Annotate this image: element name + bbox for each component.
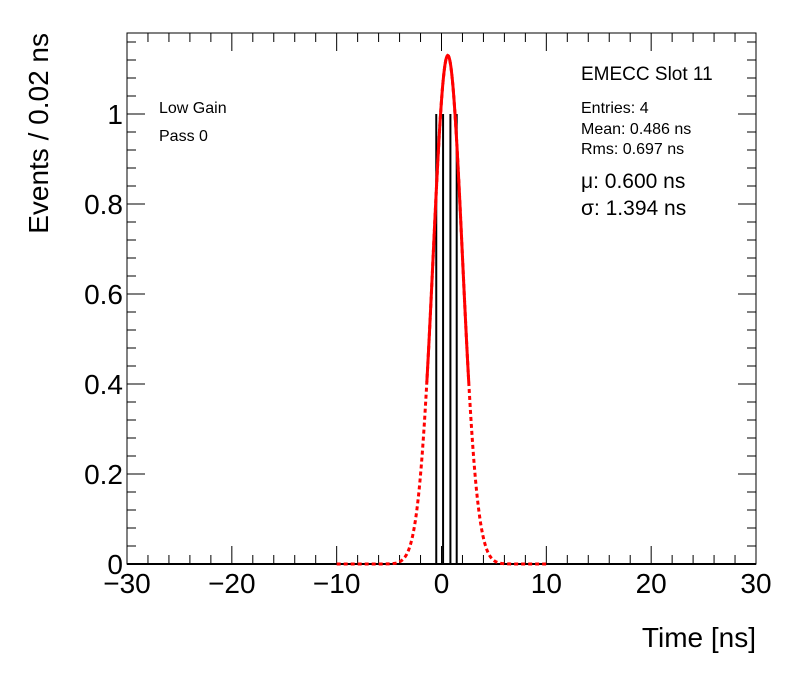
stats-entries: Entries: 4 bbox=[581, 100, 649, 117]
fit-curve-extrapolated bbox=[336, 53, 547, 566]
fit-curve-fitted-range bbox=[425, 53, 471, 383]
fit-sigma-label: σ: 1.394 ns bbox=[581, 197, 686, 220]
y-tick-label: 0.6 bbox=[84, 279, 123, 310]
y-tick-labels: 0 0.2 0.4 0.6 0.8 1 bbox=[84, 99, 123, 580]
stats-mean: Mean: 0.486 ns bbox=[581, 121, 691, 138]
y-tick-label: 0.4 bbox=[84, 369, 123, 400]
x-tick-label: −10 bbox=[313, 568, 361, 599]
y-tick-label: 1 bbox=[107, 99, 123, 130]
x-tick-label: 10 bbox=[531, 568, 562, 599]
x-axis-ticks bbox=[126, 33, 757, 564]
fit-curve bbox=[336, 53, 547, 566]
x-tick-label: −30 bbox=[103, 568, 151, 599]
annotation-low-gain: Low Gain bbox=[159, 100, 227, 117]
y-tick-label: 0 bbox=[107, 549, 123, 580]
x-tick-label: 20 bbox=[636, 568, 667, 599]
fit-mu-label: μ: 0.600 ns bbox=[581, 170, 685, 193]
annotation-pass: Pass 0 bbox=[159, 128, 208, 145]
x-tick-label: 30 bbox=[740, 568, 771, 599]
y-tick-label: 0.8 bbox=[84, 189, 123, 220]
chart-title: EMECC Slot 11 bbox=[581, 64, 713, 85]
y-tick-label: 0.2 bbox=[84, 459, 123, 490]
histogram-bars bbox=[127, 114, 756, 565]
x-tick-labels: −30 −20 −10 0 10 20 30 bbox=[103, 568, 771, 599]
y-axis-label: Events / 0.02 ns bbox=[23, 33, 54, 234]
stats-rms: Rms: 0.697 ns bbox=[581, 141, 684, 158]
x-tick-label: −20 bbox=[208, 568, 256, 599]
x-axis-label: Time [ns] bbox=[642, 622, 756, 653]
x-tick-label: 0 bbox=[434, 568, 450, 599]
y-axis-ticks bbox=[127, 41, 756, 565]
